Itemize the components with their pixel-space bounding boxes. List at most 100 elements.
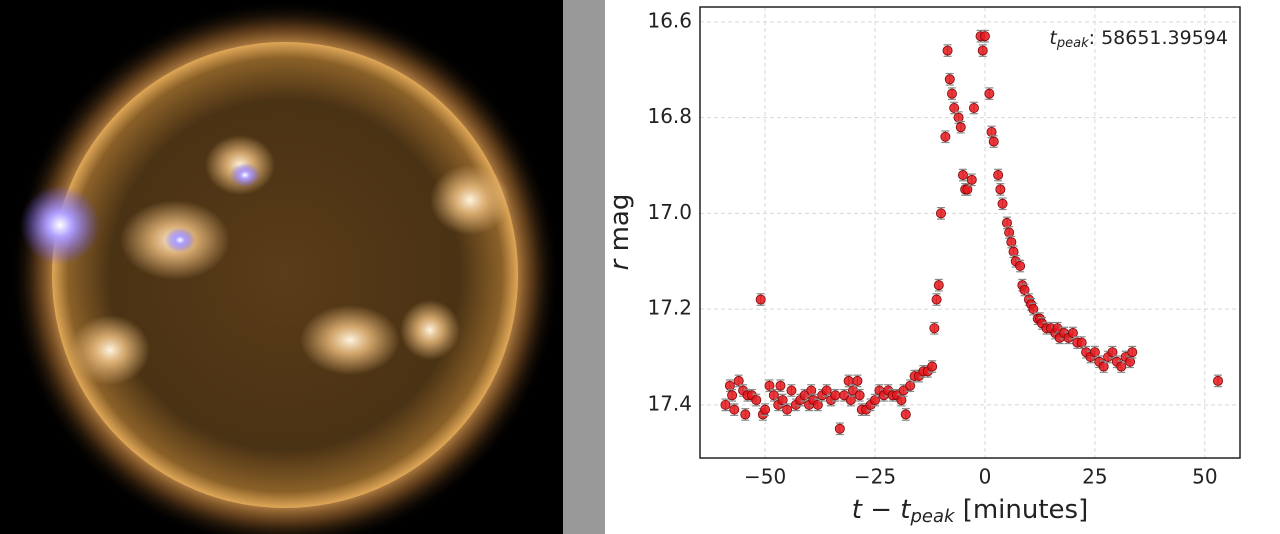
x-tick-label: −25 bbox=[854, 465, 896, 489]
data-point bbox=[988, 136, 999, 147]
point-group bbox=[834, 422, 845, 436]
data-point bbox=[1107, 347, 1118, 358]
sun-disk bbox=[52, 42, 518, 508]
y-tick-label: 16.6 bbox=[647, 8, 692, 32]
point-group bbox=[740, 408, 751, 421]
data-point bbox=[1067, 328, 1078, 339]
data-point bbox=[1098, 361, 1109, 372]
data-point bbox=[946, 88, 957, 99]
point-group bbox=[966, 173, 977, 187]
data-point bbox=[1213, 375, 1224, 386]
data-point bbox=[1125, 356, 1136, 367]
point-group bbox=[1107, 345, 1118, 359]
data-point bbox=[724, 380, 735, 391]
point-group bbox=[988, 135, 999, 148]
point-group bbox=[1089, 345, 1100, 359]
x-tick-label: −50 bbox=[744, 465, 786, 489]
plot-frame bbox=[699, 6, 1241, 459]
data-point bbox=[896, 395, 907, 406]
data-point bbox=[966, 174, 977, 185]
data-point bbox=[979, 31, 990, 42]
data-point bbox=[944, 74, 955, 85]
data-point bbox=[1006, 237, 1017, 248]
point-group bbox=[1116, 360, 1127, 373]
point-group bbox=[927, 360, 938, 373]
data-point bbox=[775, 380, 786, 391]
point-group bbox=[1015, 259, 1026, 273]
y-axis-label: r mag bbox=[605, 194, 635, 271]
data-point bbox=[1001, 217, 1012, 228]
data-point bbox=[986, 126, 997, 137]
point-group bbox=[812, 398, 823, 412]
data-point bbox=[764, 380, 775, 391]
point-group bbox=[993, 168, 1004, 182]
data-point bbox=[935, 208, 946, 219]
point-group bbox=[955, 120, 966, 134]
point-group bbox=[979, 29, 990, 43]
point-group bbox=[768, 388, 779, 402]
data-point bbox=[720, 399, 731, 410]
data-point bbox=[953, 112, 964, 123]
data-point bbox=[962, 184, 973, 195]
point-group bbox=[751, 393, 762, 407]
data-point bbox=[751, 395, 762, 406]
point-group bbox=[1067, 326, 1078, 340]
data-point bbox=[1028, 304, 1039, 315]
x-axis-label: t − tpeak [minutes] bbox=[852, 495, 1088, 528]
data-point bbox=[777, 395, 788, 406]
data-point bbox=[955, 122, 966, 133]
data-point bbox=[740, 409, 751, 420]
point-group bbox=[830, 388, 841, 402]
data-point bbox=[727, 390, 738, 401]
data-point bbox=[1015, 261, 1026, 272]
data-point bbox=[755, 294, 766, 305]
data-point bbox=[852, 375, 863, 386]
divider bbox=[563, 0, 605, 534]
point-group bbox=[854, 388, 865, 402]
point-group bbox=[900, 408, 911, 421]
data-point bbox=[997, 198, 1008, 209]
point-group bbox=[775, 379, 786, 393]
data-point bbox=[845, 395, 856, 406]
data-point bbox=[968, 103, 979, 114]
sun-active-regions bbox=[20, 135, 510, 385]
point-group bbox=[729, 403, 740, 416]
point-group bbox=[944, 72, 955, 86]
data-point bbox=[821, 385, 832, 396]
peak-annotation: tpeak: 58651.39594 bbox=[1049, 27, 1228, 51]
point-group bbox=[1006, 235, 1017, 249]
x-tick-label: 0 bbox=[979, 465, 992, 489]
data-point bbox=[1076, 337, 1087, 348]
point-group bbox=[799, 388, 810, 402]
point-group bbox=[995, 183, 1006, 196]
point-group bbox=[984, 87, 995, 101]
point-group bbox=[942, 44, 953, 57]
point-group bbox=[870, 393, 881, 407]
data-point bbox=[929, 323, 940, 334]
point-group bbox=[782, 403, 793, 416]
data-point bbox=[729, 404, 740, 415]
data-point bbox=[1116, 361, 1127, 372]
data-point bbox=[949, 103, 960, 114]
data-point bbox=[782, 404, 793, 415]
data-point bbox=[933, 280, 944, 291]
y-tick-label: 17.4 bbox=[647, 391, 692, 415]
data-point bbox=[1089, 347, 1100, 358]
point-group bbox=[755, 293, 766, 306]
data-point bbox=[900, 409, 911, 420]
data-point bbox=[995, 184, 1006, 195]
data-point bbox=[843, 375, 854, 386]
y-tick-label: 17.0 bbox=[647, 200, 692, 224]
data-point bbox=[940, 131, 951, 142]
data-point bbox=[834, 423, 845, 434]
data-point bbox=[942, 45, 953, 56]
data-point bbox=[977, 45, 988, 56]
data-point bbox=[927, 361, 938, 372]
point-group bbox=[935, 207, 946, 220]
point-group bbox=[949, 101, 960, 115]
point-group bbox=[1127, 345, 1138, 359]
point-group bbox=[997, 197, 1008, 211]
x-tick-label: 50 bbox=[1192, 465, 1217, 489]
point-group bbox=[1076, 336, 1087, 349]
